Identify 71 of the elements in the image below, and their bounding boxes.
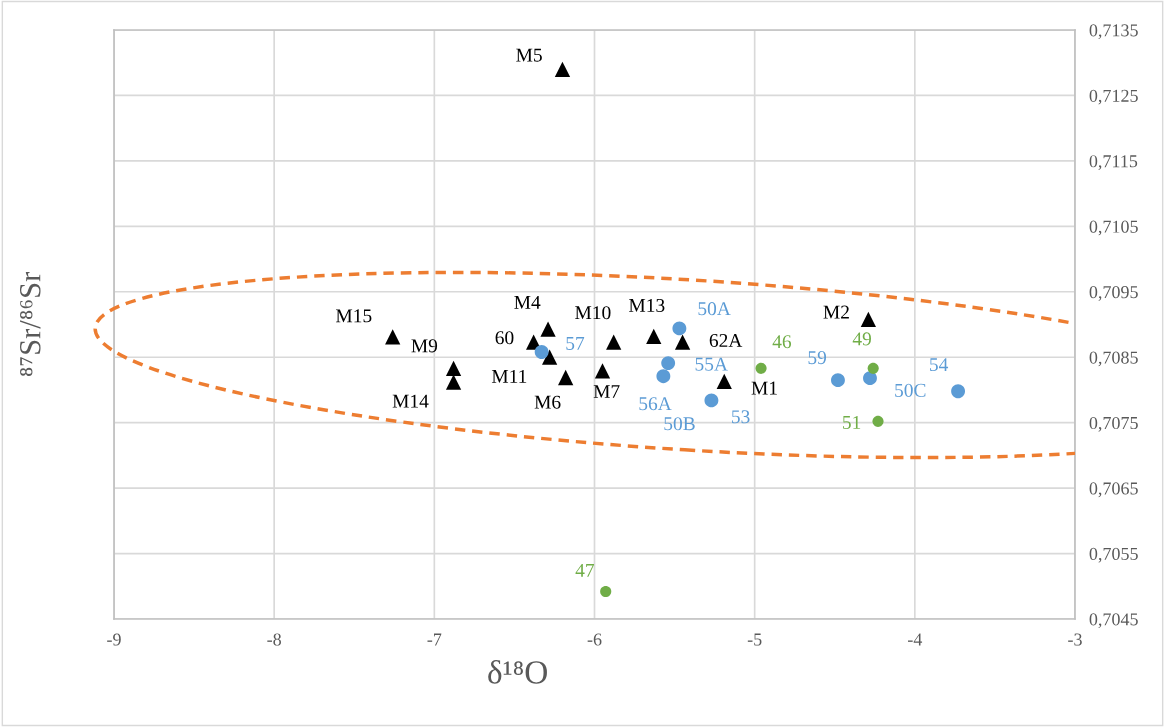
point	[656, 369, 671, 384]
annotation: M15	[335, 309, 372, 323]
point	[674, 334, 691, 350]
point	[872, 415, 884, 427]
y-tick-label: 0,7095	[1089, 286, 1138, 301]
annotation: 51	[843, 415, 861, 429]
point	[755, 362, 767, 374]
point	[540, 321, 556, 337]
annotation: M11	[491, 369, 527, 383]
x-tick-label: -3	[1068, 633, 1082, 646]
annotation: 55A	[695, 357, 728, 371]
annotation: 60	[495, 331, 514, 345]
annotation: M9	[411, 339, 438, 353]
x-tick-label: -5	[747, 633, 762, 646]
y-tick-label: 0,7125	[1089, 89, 1138, 105]
point	[594, 363, 611, 379]
annotation: M7	[593, 385, 620, 398]
point	[860, 311, 877, 327]
point	[646, 328, 662, 344]
annotation: 50A	[698, 302, 731, 316]
point	[600, 585, 612, 598]
point	[554, 61, 571, 77]
y-tick-label: 0,7085	[1089, 351, 1138, 367]
x-tick-label: -6	[587, 633, 602, 646]
y-tick-label: 0,7105	[1089, 220, 1138, 236]
y-tick-label: 0,7055	[1089, 547, 1138, 563]
annotation: 50B	[664, 417, 695, 431]
point	[704, 393, 719, 408]
y-tick-label: 0,7065	[1089, 482, 1138, 498]
point	[716, 373, 732, 390]
annotation: 50C	[895, 383, 926, 397]
point	[951, 384, 966, 399]
x-tick-label: -8	[267, 633, 281, 646]
point	[385, 329, 401, 345]
y-tick-label: 0,7045	[1089, 613, 1138, 629]
annotation: M14	[392, 394, 429, 408]
annotation: 57	[566, 336, 585, 350]
x-tick-label: -9	[107, 633, 121, 646]
annotation: 46	[772, 335, 792, 349]
annotation: 62A	[709, 333, 743, 348]
x-axis-title: δ¹⁸O	[488, 660, 547, 684]
annotation: M6	[534, 395, 561, 409]
point	[661, 356, 676, 371]
x-tick-label: -4	[907, 633, 923, 646]
point	[867, 362, 879, 374]
point	[672, 321, 687, 336]
y-tick-label: 0,7115	[1089, 155, 1138, 170]
point	[542, 349, 558, 365]
y-axis-title: ⁸⁷Sr/⁸⁶Sr	[19, 272, 41, 377]
annotation: M10	[575, 306, 611, 320]
point	[445, 360, 462, 376]
annotation: 56A	[639, 397, 672, 411]
annotation: 53	[732, 410, 750, 424]
annotation: 54	[930, 358, 949, 372]
annotation: 59	[808, 351, 827, 365]
annotation: M4	[514, 295, 541, 309]
annotation: 47	[575, 563, 595, 577]
annotation: M2	[823, 305, 849, 319]
point	[606, 334, 622, 350]
annotation: 49	[852, 332, 872, 346]
point	[558, 369, 574, 386]
x-tick-label: -7	[427, 633, 442, 646]
point	[534, 345, 549, 359]
point	[831, 373, 845, 388]
point	[863, 371, 877, 386]
point	[445, 374, 462, 390]
annotation: M13	[629, 298, 665, 312]
y-tick-label: 0,7075	[1089, 416, 1138, 432]
annotation: M5	[516, 48, 542, 62]
annotation: M1	[751, 381, 777, 395]
y-tick-label: 0,7135	[1089, 24, 1138, 40]
